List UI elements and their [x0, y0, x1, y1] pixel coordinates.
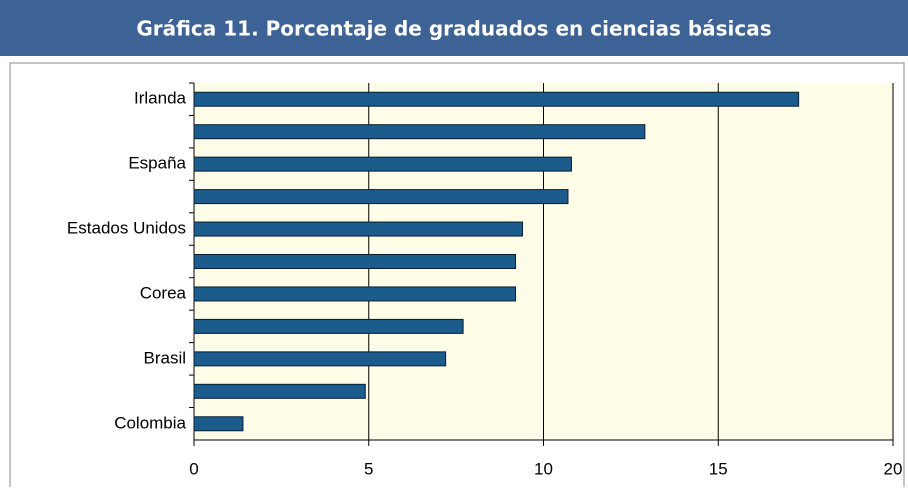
y-tick-label: Colombia — [114, 413, 186, 432]
y-tick-label: Irlanda — [134, 89, 187, 108]
y-tick-label: Estados Unidos — [67, 219, 186, 238]
bar — [193, 221, 524, 237]
bar — [193, 189, 569, 205]
bar — [193, 286, 517, 302]
bar — [193, 383, 366, 399]
x-tick-label: 15 — [709, 459, 728, 478]
bar — [193, 351, 447, 367]
bar — [193, 318, 464, 334]
y-tick-label: España — [128, 154, 186, 173]
bar — [193, 254, 517, 269]
bar — [193, 156, 572, 172]
x-tick-label: 5 — [364, 459, 373, 478]
x-tick-label: 10 — [534, 459, 553, 478]
y-tick-label: Brasil — [143, 348, 186, 367]
bar — [193, 416, 244, 432]
bar — [193, 124, 646, 140]
x-tick-label: 0 — [189, 459, 198, 478]
header-band — [0, 0, 908, 56]
chart-title: Gráfica 11. Porcentaje de graduados en c… — [136, 17, 771, 41]
x-tick-label: 20 — [884, 459, 903, 478]
bar — [193, 91, 800, 107]
y-tick-label: Corea — [140, 283, 187, 302]
